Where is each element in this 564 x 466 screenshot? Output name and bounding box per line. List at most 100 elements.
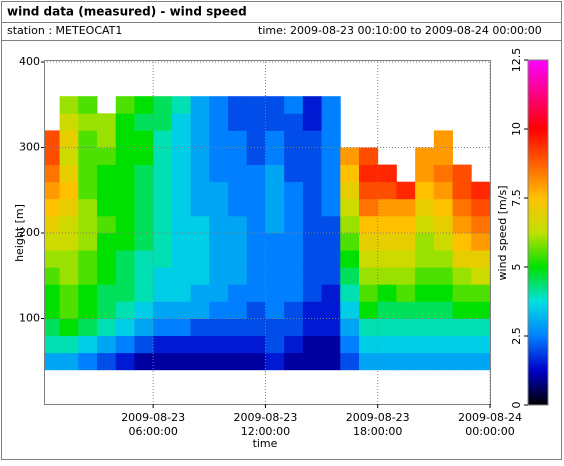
heat-cell	[265, 198, 285, 217]
heat-cell	[359, 284, 379, 302]
heat-cell	[115, 318, 135, 336]
heat-cell	[134, 335, 154, 354]
heat-cell	[284, 335, 304, 354]
heat-cell	[97, 113, 117, 131]
heat-cell	[209, 215, 229, 234]
heat-cell	[284, 267, 304, 285]
colorbar-tick-label: 7.5	[510, 189, 523, 207]
heat-cell	[59, 181, 79, 200]
heat-cell	[433, 318, 453, 336]
heat-cell	[265, 130, 285, 148]
heat-cell	[59, 267, 79, 285]
heat-cell	[340, 301, 360, 319]
heat-cell	[377, 250, 397, 268]
y-tick-label: 300	[19, 141, 40, 154]
heat-cell	[59, 96, 79, 114]
heat-cell	[340, 267, 360, 285]
heat-cell	[209, 96, 229, 114]
heat-cell	[134, 267, 154, 285]
heat-cell	[190, 335, 210, 354]
heat-cell	[59, 318, 79, 336]
heat-cell	[377, 181, 397, 200]
heat-cell	[153, 96, 173, 114]
heat-cell	[153, 215, 173, 234]
heat-cell	[452, 250, 472, 268]
heat-cell	[228, 301, 248, 319]
heat-cell	[209, 113, 229, 131]
heat-cell	[302, 301, 322, 319]
colorbar-tick-label: 0	[510, 402, 523, 409]
heat-cell	[265, 113, 285, 131]
colorbar-tick-label: 10	[510, 122, 523, 136]
heat-cell	[153, 352, 173, 371]
heat-cell	[396, 301, 416, 319]
y-tick-label: 400	[19, 55, 40, 68]
heat-cell	[415, 318, 435, 336]
x-tick-label: 2009-08-23	[346, 411, 410, 424]
heat-cell	[246, 250, 266, 268]
heat-cell	[265, 181, 285, 200]
heat-cell	[265, 267, 285, 285]
heat-cell	[284, 284, 304, 302]
heat-cell	[321, 113, 341, 131]
heat-cell	[228, 215, 248, 234]
heat-cell	[97, 198, 117, 217]
heat-cell	[265, 352, 285, 371]
heat-cell	[228, 113, 248, 131]
heat-cell	[284, 250, 304, 268]
heat-cell	[433, 250, 453, 268]
heat-cell	[340, 233, 360, 251]
heat-cell	[209, 267, 229, 285]
heat-cell	[284, 318, 304, 336]
heat-cell	[433, 198, 453, 217]
heat-cell	[415, 335, 435, 354]
heat-cell	[44, 352, 60, 371]
heat-cell	[433, 301, 453, 319]
heat-cell	[246, 267, 266, 285]
heat-cell	[78, 284, 98, 302]
heat-cell	[321, 284, 341, 302]
heat-cell	[415, 164, 435, 183]
heat-cell	[265, 284, 285, 302]
heat-cell	[190, 181, 210, 200]
heat-cell	[340, 198, 360, 217]
heat-cell	[377, 215, 397, 234]
heat-cell	[44, 250, 60, 268]
heat-cell	[396, 318, 416, 336]
heat-cell	[359, 267, 379, 285]
heat-cell	[246, 181, 266, 200]
heat-cell	[433, 335, 453, 354]
colorbar-tick-label: 2.5	[510, 327, 523, 345]
heat-cell	[415, 181, 435, 200]
y-tick-label: 200	[19, 226, 40, 239]
heat-cell	[59, 352, 79, 371]
heat-cell	[153, 335, 173, 354]
heat-cell	[44, 147, 60, 165]
heat-cell	[452, 301, 472, 319]
colorbar-label: wind speed [m/s]	[496, 186, 509, 281]
heat-cell	[59, 198, 79, 217]
heat-cell	[377, 318, 397, 336]
heat-cell	[246, 301, 266, 319]
heat-cell	[415, 267, 435, 285]
heat-cell	[377, 198, 397, 217]
heat-cell	[134, 96, 154, 114]
heat-cell	[78, 96, 98, 114]
heat-cell	[321, 352, 341, 371]
heat-cell	[190, 318, 210, 336]
heat-cell	[396, 233, 416, 251]
station: station : METEOCAT1	[7, 24, 122, 37]
heat-cell	[228, 318, 248, 336]
heat-cell	[302, 233, 322, 251]
heat-cell	[153, 318, 173, 336]
heat-cell	[228, 198, 248, 217]
heat-cell	[97, 215, 117, 234]
heat-cell	[396, 267, 416, 285]
heat-cell	[321, 233, 341, 251]
heat-cell	[134, 130, 154, 148]
heat-cell	[115, 113, 135, 131]
heat-cell	[415, 301, 435, 319]
heat-cell	[78, 267, 98, 285]
heat-cell	[359, 215, 379, 234]
heat-cell	[452, 284, 472, 302]
